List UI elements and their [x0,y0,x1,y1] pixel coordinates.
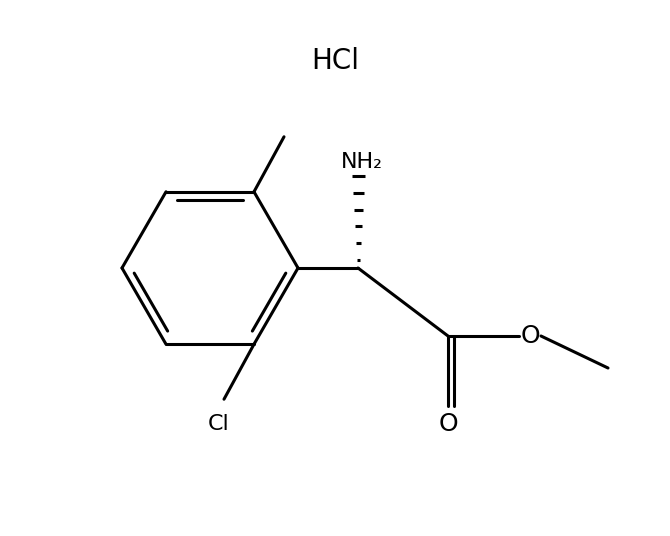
Text: O: O [438,412,458,436]
Text: O: O [520,324,540,348]
Text: NH₂: NH₂ [341,152,383,172]
Text: Cl: Cl [208,414,230,434]
Text: HCl: HCl [311,47,359,75]
